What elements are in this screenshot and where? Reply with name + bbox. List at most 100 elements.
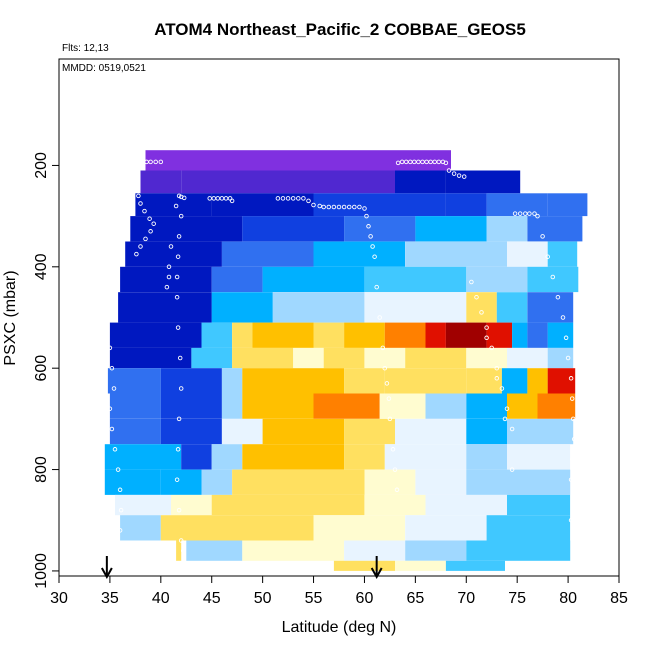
flight-track-point (535, 213, 540, 219)
heatmap-cell (364, 266, 467, 293)
heatmap-cell (109, 322, 202, 348)
y-tick-label: 1000 (33, 553, 50, 589)
flight-track-point (118, 507, 124, 513)
flight-track-point (499, 386, 505, 391)
heatmap-cell (160, 393, 222, 419)
flight-track-point (112, 447, 118, 452)
x-axis-label: Latitude (deg N) (282, 619, 397, 636)
flight-track-point (451, 171, 457, 176)
flight-track-point (502, 416, 508, 422)
flight-track-point (461, 174, 467, 179)
flight-track-point (177, 355, 183, 361)
flight-track-point (484, 335, 489, 341)
flight-track-point (143, 236, 148, 242)
heatmap-cell (547, 322, 574, 348)
heatmap-cell (344, 322, 385, 348)
flight-track-point (168, 244, 174, 249)
heatmap-cell (118, 292, 212, 323)
heatmap-cell (160, 418, 222, 445)
flight-track-point (180, 548, 186, 553)
heatmap-cell (125, 241, 222, 267)
heatmap-cell (405, 515, 487, 541)
heatmap-cell (283, 150, 451, 171)
flight-track-point (296, 196, 301, 201)
heatmap-cell (486, 515, 571, 541)
flight-track-point (568, 517, 574, 523)
flight-track-point (416, 159, 421, 165)
heatmap-cell (466, 393, 507, 419)
flight-track-point (374, 284, 379, 290)
heatmap-cell (466, 368, 502, 394)
flight-track-point (362, 206, 367, 211)
heatmap-cell (395, 560, 446, 571)
flight-track-point (306, 198, 311, 204)
heatmap-cell (527, 292, 574, 323)
flight-track-point (134, 251, 139, 257)
y-tick-label: 400 (33, 253, 50, 280)
flight-track-point (166, 274, 172, 280)
heatmap-cell (445, 170, 521, 194)
heatmap-cell (109, 418, 161, 445)
heatmap-cell (242, 540, 345, 561)
plot-frame (58, 58, 620, 577)
flight-track-point (474, 294, 479, 300)
heatmap-cell (221, 368, 243, 394)
heatmap-cell (191, 347, 233, 369)
flight-track-point (275, 196, 281, 201)
flight-track-point (484, 325, 489, 330)
flight-track-point (494, 376, 500, 381)
heatmap-cell (211, 193, 314, 217)
flight-track-point (432, 159, 437, 165)
heatmap-cell (313, 170, 395, 194)
heatmap-cell (313, 322, 344, 348)
heatmap-cell (242, 393, 314, 419)
heatmap-cell (445, 322, 487, 348)
heatmap-cell (221, 393, 243, 419)
flight-track-point (403, 159, 409, 165)
flight-track-point (372, 254, 377, 259)
flight-track-point (285, 196, 291, 201)
heatmap-cell (252, 322, 314, 348)
heatmap-cell (201, 469, 232, 495)
flight-track-point (117, 487, 123, 493)
heatmap-cell (221, 241, 314, 267)
heatmap-cell (242, 368, 345, 394)
flight-track-point (366, 224, 371, 229)
heatmap-cell (486, 193, 548, 217)
heatmap-cell (466, 347, 507, 369)
flight-track-point (392, 467, 398, 472)
x-tick-label: 75 (508, 590, 526, 607)
heatmap-cell (507, 347, 548, 369)
x-tick-label: 50 (254, 590, 272, 607)
flight-track-point (138, 244, 143, 249)
heatmap-cell (313, 515, 406, 541)
flight-track-point (570, 416, 576, 422)
flight-track-point (565, 355, 571, 361)
flight-track-point (370, 244, 375, 249)
heatmap-cell (405, 347, 467, 369)
flight-track-point (384, 381, 390, 386)
heatmap-cell (466, 292, 497, 323)
flight-track-point (489, 345, 494, 351)
x-tick-label: 70 (457, 590, 475, 607)
heatmap-cell (384, 322, 426, 348)
flight-track-point (436, 159, 442, 165)
heatmap-cell (547, 347, 574, 369)
heatmap-cell (181, 444, 212, 470)
heatmap-cell (445, 193, 487, 217)
x-tick-label: 80 (559, 590, 577, 607)
flight-track-point (568, 376, 574, 381)
flight-track-point (479, 310, 484, 315)
flight-track-point (321, 204, 326, 210)
flight-track-point (545, 254, 550, 259)
flight-track-point (428, 159, 433, 165)
flight-track-point (387, 416, 393, 422)
heatmap-cell (232, 322, 253, 348)
heatmap-cell (344, 216, 416, 242)
heatmap-cell (120, 266, 212, 293)
heatmap-cell (232, 347, 294, 369)
heatmap-cell (547, 241, 578, 267)
heatmap-cell (395, 170, 446, 194)
flight-track-point (532, 211, 537, 216)
